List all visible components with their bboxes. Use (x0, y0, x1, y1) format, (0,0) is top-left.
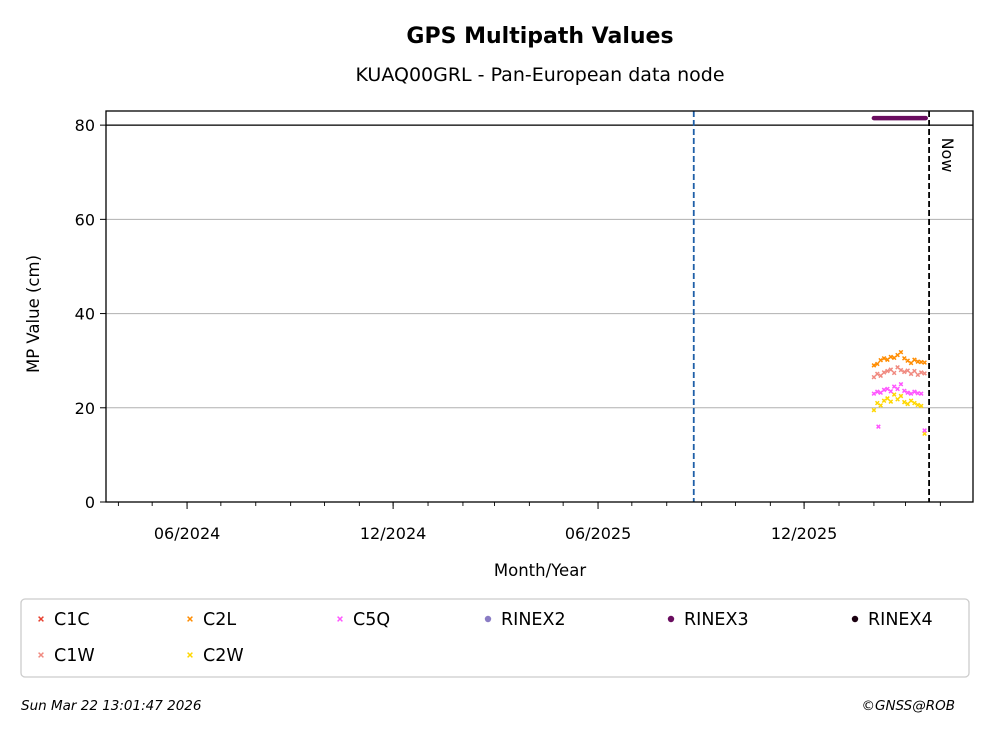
c1w-point (905, 368, 911, 373)
x-tick-label: 12/2025 (771, 524, 837, 543)
c1w-point (922, 371, 927, 376)
c5q-point (912, 389, 917, 395)
legend-marker-c1w (38, 652, 44, 658)
c5q-point (915, 390, 921, 396)
c5q-point (888, 388, 894, 394)
c1w-point (898, 367, 904, 373)
c2l-point (878, 357, 884, 363)
c1w-point (912, 368, 917, 374)
legend: C1C C2L C5Q RINEX2 RINEX3 RINEX4 C1W C2W (38, 610, 933, 666)
data-marks (871, 115, 928, 437)
c2l-point (871, 363, 877, 368)
legend-label-c5q: C5Q (353, 610, 390, 630)
plot-frame (105, 110, 974, 503)
legend-marker-c1c (38, 616, 44, 622)
c2w-point (895, 396, 900, 402)
c5q-point (881, 387, 887, 393)
c1w-point (901, 369, 907, 375)
x-axis-label: Month/Year (494, 561, 586, 580)
x-tick-label: 12/2024 (360, 524, 426, 543)
legend-marker-c2w (187, 652, 193, 658)
y-tick-label: 60 (75, 210, 95, 229)
legend-label-c2w: C2W (203, 646, 244, 666)
x-tick-label: 06/2024 (154, 524, 220, 543)
c2l-point (912, 357, 917, 363)
c5q-point (874, 389, 880, 395)
c2w-point (912, 400, 917, 406)
footer-credit: ©GNSS@ROB (862, 698, 956, 714)
x-tick-label: 06/2025 (565, 524, 631, 543)
y-tick-label: 40 (75, 305, 95, 324)
c2l-point (915, 359, 921, 364)
chart-title: GPS Multipath Values (406, 24, 673, 49)
c5q-point (871, 391, 877, 396)
c5q-point (878, 390, 884, 396)
c2w-point (901, 399, 907, 405)
c2l-point (885, 357, 890, 363)
c2l-point (881, 355, 887, 361)
c5q-point (876, 424, 881, 429)
c5q-point (918, 391, 924, 396)
c1w-point (908, 371, 914, 377)
c1w-point (874, 371, 880, 377)
c1w-point (891, 370, 897, 376)
c1w-point (918, 370, 924, 375)
c2l-point (888, 354, 894, 360)
c2w-point (898, 393, 904, 399)
c2l-point (895, 352, 900, 358)
c2w-point (915, 402, 921, 408)
legend-marker-c5q (337, 616, 343, 622)
legend-label-c1w: C1W (54, 646, 95, 666)
c5q-point (905, 390, 911, 396)
legend-marker-rinex2 (484, 615, 492, 623)
c2l-point (891, 355, 897, 361)
c1w-point (878, 373, 884, 379)
c2l-point (908, 360, 914, 366)
chart-subtitle: KUAQ00GRL - Pan-European data node (355, 64, 724, 86)
c2l-point (898, 349, 904, 355)
c2l-point (918, 359, 924, 365)
c2l-point (874, 361, 880, 367)
c5q-point (908, 391, 914, 396)
c2w-point (905, 401, 911, 407)
y-tick-label: 0 (85, 493, 95, 512)
y-tick-label: 20 (75, 399, 95, 418)
vertical-markers (692, 111, 930, 502)
c2w-point (918, 403, 924, 409)
c1w-point (888, 367, 894, 372)
legend-label-rinex4: RINEX4 (868, 610, 933, 630)
c5q-point (922, 428, 927, 433)
legend-marker-rinex4 (851, 615, 859, 623)
c1w-point (871, 374, 877, 380)
c5q-point (898, 381, 904, 387)
legend-marker-rinex3 (667, 615, 675, 623)
legend-marker-c2l (187, 616, 193, 622)
c2w-point (888, 399, 894, 404)
c2w-point (885, 396, 890, 401)
c1w-point (885, 368, 890, 374)
footer-timestamp: Sun Mar 22 13:01:47 2026 (21, 698, 201, 714)
c2w-point (891, 392, 897, 397)
axes: 0 20 40 60 80 06/2024 12/2024 06/2025 12/2025 (75, 116, 941, 543)
c2l-point (922, 360, 927, 365)
y-tick-label: 80 (75, 116, 95, 135)
legend-label-c1c: C1C (54, 610, 90, 630)
legend-label-c2l: C2L (203, 610, 236, 630)
now-label: Now (938, 138, 957, 173)
legend-label-rinex2: RINEX2 (501, 610, 566, 630)
legend-label-rinex3: RINEX3 (684, 610, 749, 630)
c1w-point (881, 370, 887, 375)
c5q-point (901, 388, 907, 394)
c2w-point (871, 407, 877, 413)
legend-box (20, 598, 970, 678)
c1w-point (895, 364, 900, 370)
c2w-point (878, 403, 884, 408)
y-axis-label: MP Value (cm) (24, 255, 43, 373)
grid-lines (106, 124, 973, 409)
c5q-point (895, 386, 900, 392)
